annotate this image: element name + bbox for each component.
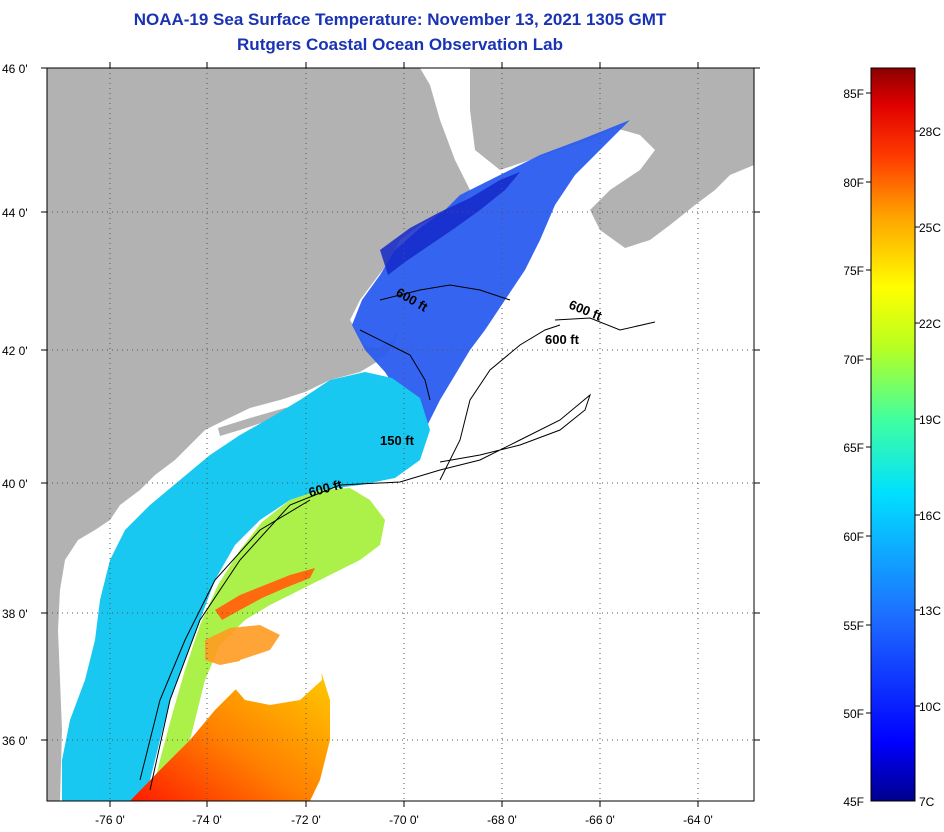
sst-dark-blue-coastal xyxy=(380,172,520,275)
colorbar-f-label: 55F xyxy=(843,619,864,633)
lon-tick-label: -68 0' xyxy=(487,813,517,827)
colorbar-f-label: 85F xyxy=(843,87,864,101)
colorbar-fahrenheit-ticks xyxy=(866,92,871,714)
map-area: 600 ft 600 ft 600 ft 150 ft 600 ft xyxy=(47,68,754,801)
colorbar-f-label: 45F xyxy=(843,795,864,809)
land-canada-nova-scotia xyxy=(470,68,754,248)
colorbar-f-label: 50F xyxy=(843,707,864,721)
lat-tick-label: 46 0' xyxy=(2,62,28,76)
lon-tick-label: -70 0' xyxy=(389,813,419,827)
contour-label: 150 ft xyxy=(380,433,415,448)
sst-cold-shelf-water xyxy=(352,120,630,470)
colorbar-f-label: 75F xyxy=(843,264,864,278)
lon-tick-label: -72 0' xyxy=(291,813,321,827)
colorbar-c-label: 13C xyxy=(919,604,941,618)
lat-tick-label: 44 0' xyxy=(2,206,28,220)
contour-label: 600 ft xyxy=(545,332,580,347)
colorbar-c-label: 16C xyxy=(919,509,941,523)
colorbar-c-label: 22C xyxy=(919,317,941,331)
colorbar-c-label: 19C xyxy=(919,413,941,427)
colorbar-c-label: 25C xyxy=(919,221,941,235)
lat-tick-label: 42 0' xyxy=(2,344,28,358)
land-us-mainland xyxy=(47,68,470,801)
colorbar-c-label: 10C xyxy=(919,700,941,714)
temperature-colorbar xyxy=(870,67,916,802)
sst-orange-eddy xyxy=(205,625,280,665)
cloud-no-data-patch xyxy=(232,640,322,705)
colorbar-f-label: 80F xyxy=(843,176,864,190)
colorbar-f-label: 65F xyxy=(843,441,864,455)
colorbar-f-label: 60F xyxy=(843,530,864,544)
map-subtitle: Rutgers Coastal Ocean Observation Lab xyxy=(237,35,563,54)
lat-tick-label: 40 0' xyxy=(2,477,28,491)
lat-tick-label: 38 0' xyxy=(2,607,28,621)
lon-tick-label: -76 0' xyxy=(95,813,125,827)
map-title: NOAA-19 Sea Surface Temperature: Novembe… xyxy=(133,10,667,29)
lat-tick-label: 36 0' xyxy=(2,734,28,748)
graticule xyxy=(47,68,754,801)
sst-warm-filament xyxy=(215,568,315,620)
colorbar-c-label: 28C xyxy=(919,125,941,139)
axis-ticks xyxy=(41,62,760,807)
colorbar-f-label: 70F xyxy=(843,353,864,367)
lon-tick-label: -66 0' xyxy=(585,813,615,827)
lon-tick-label: -64 0' xyxy=(683,813,713,827)
sst-cyan-mid-atlantic-shelf xyxy=(62,372,430,801)
colorbar-celsius-ticks xyxy=(915,130,920,707)
colorbar-c-label: 7C xyxy=(919,795,935,809)
sst-green-yellow-slope xyxy=(150,488,385,801)
isobath-contours xyxy=(139,284,656,791)
map-frame xyxy=(46,67,755,802)
lon-tick-label: -74 0' xyxy=(192,813,222,827)
